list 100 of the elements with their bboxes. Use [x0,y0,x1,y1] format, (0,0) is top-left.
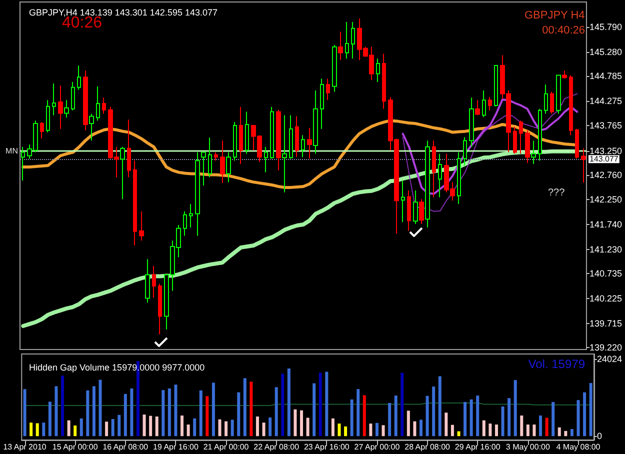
bar [281,374,284,436]
bar [545,418,548,436]
bar [80,418,83,436]
candlestick [413,190,418,225]
ref-line-label: 143.077 [589,154,619,164]
x-tick-label: 3 May 00:00 [506,442,550,452]
bar [539,416,542,436]
bar [438,376,442,436]
candlestick [89,113,94,142]
bar [501,406,504,436]
candlestick [326,78,330,101]
bar [218,419,222,436]
annotation: 40:26 [62,14,102,32]
candlestick [226,152,231,183]
candlestick [488,96,492,111]
x-tick-label: 15 Apr 00:00 [52,442,98,452]
y-tick-label: 24024 [596,354,622,364]
bar [350,399,354,436]
bar [426,396,429,436]
y-tick-label: 139.715 [589,318,622,328]
candlestick [127,119,131,178]
candlestick [145,258,150,304]
bar [199,390,202,436]
bar [388,402,392,436]
candlestick [102,97,106,114]
line-series [402,98,578,195]
bar [74,426,77,436]
bar [86,390,90,436]
bar [149,416,152,436]
candlestick [376,58,380,83]
bar [243,378,246,436]
bar [331,418,334,436]
candlestick [195,152,200,236]
bar [92,386,96,436]
candlestick [313,90,318,154]
bar [287,368,290,436]
candlestick [569,74,573,136]
candlestick [77,64,81,90]
candlestick [544,84,548,114]
bar [552,402,555,436]
candlestick [183,210,187,236]
bar [294,409,297,436]
x-tick-label: 28 Apr 08:00 [404,442,451,452]
bar [406,410,410,436]
candlestick [152,266,156,298]
annotation: GBPJPY H4 [524,10,585,22]
bar [338,424,341,436]
candlestick [531,140,536,165]
annotation: 00:40:26 [542,24,586,36]
bar [532,424,536,436]
candlestick [158,283,162,335]
bar [450,424,454,436]
bar [155,416,158,436]
candlestick [338,31,343,61]
candlestick [562,70,567,80]
x-tick-label: 13 Apr 2010 [3,442,47,452]
candlestick [519,120,523,154]
bar [589,382,592,436]
bar [300,410,304,436]
bar [180,416,184,436]
candlestick [46,100,50,133]
candlestick [83,70,88,131]
bar [67,420,70,436]
y-tick-label: 141.230 [589,244,622,254]
bar [54,386,58,436]
candlestick [64,100,69,118]
bar [420,420,423,436]
candlestick [469,97,474,148]
bar [344,426,348,436]
bar [375,422,378,436]
bar [382,425,385,436]
bar [520,416,524,436]
bar [42,422,46,436]
y-tick-label: 143.765 [589,120,622,131]
candlestick [475,100,480,116]
candlestick [208,137,212,178]
x-tick-label: 21 Apr 00:00 [203,442,250,452]
y-tick-label: 139.220 [589,342,622,352]
candlestick [233,122,237,162]
candlestick [438,153,442,198]
candlestick [245,111,249,154]
candlestick [332,44,337,92]
y-tick-label: 140.225 [589,293,622,304]
bar [476,396,480,436]
line-series [402,93,578,212]
candlestick [407,190,411,232]
bar [142,414,146,436]
candlestick [270,106,274,160]
candlestick [320,78,324,130]
candlestick [289,114,293,160]
candlestick [21,146,25,182]
bar [318,372,322,436]
bar [444,412,448,436]
bar [470,399,473,436]
bar [508,398,511,436]
candlestick [133,160,137,246]
candlestick [220,140,225,184]
candlestick [276,109,281,171]
candlestick [425,140,430,228]
candlestick [345,22,349,60]
